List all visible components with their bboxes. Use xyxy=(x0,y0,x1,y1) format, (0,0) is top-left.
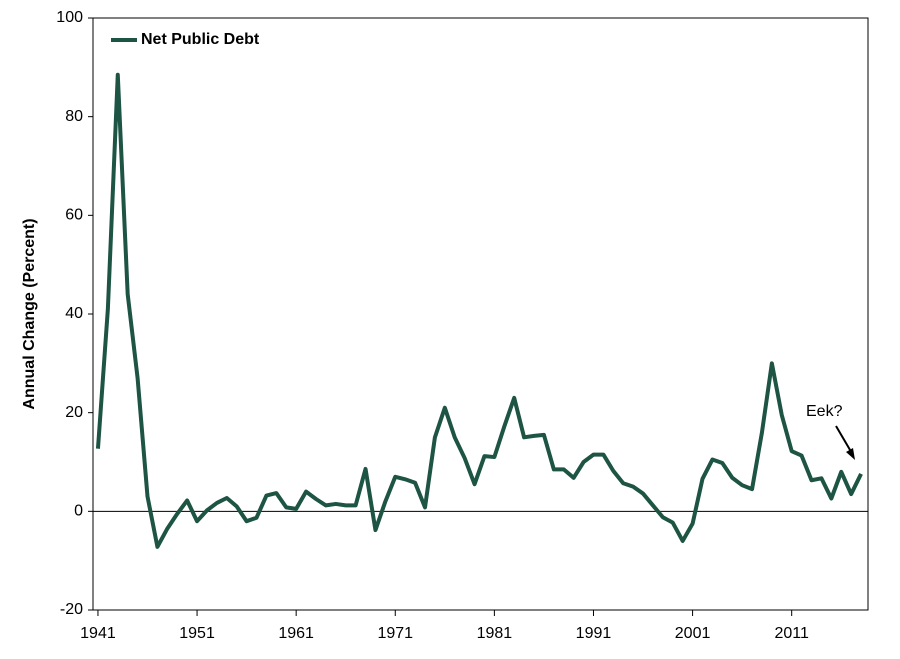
y-tick-label: 40 xyxy=(65,305,83,322)
x-tick-label: 1971 xyxy=(377,625,413,642)
annotation-arrowhead xyxy=(846,448,855,460)
x-tick-label: 1991 xyxy=(576,625,612,642)
y-tick-label: -20 xyxy=(60,601,83,618)
x-tick-label: 1951 xyxy=(179,625,215,642)
x-tick-label: 1941 xyxy=(80,625,116,642)
y-tick-label: 60 xyxy=(65,207,83,224)
annotation: Eek? xyxy=(806,403,843,420)
x-tick-label: 2001 xyxy=(675,625,711,642)
data-line xyxy=(95,72,863,549)
y-axis-label: Annual Change (Percent) xyxy=(21,218,38,409)
plot-frame xyxy=(92,17,869,611)
y-tick-label: 0 xyxy=(74,503,83,520)
y-tick-label: 20 xyxy=(65,404,83,421)
x-tick-label: 1961 xyxy=(278,625,314,642)
x-tick-label: 1981 xyxy=(477,625,513,642)
y-tick-label: 80 xyxy=(65,108,83,125)
x-tick-label: 2011 xyxy=(774,625,809,642)
legend-label: Net Public Debt xyxy=(141,31,260,48)
y-tick-label: 100 xyxy=(56,9,83,26)
